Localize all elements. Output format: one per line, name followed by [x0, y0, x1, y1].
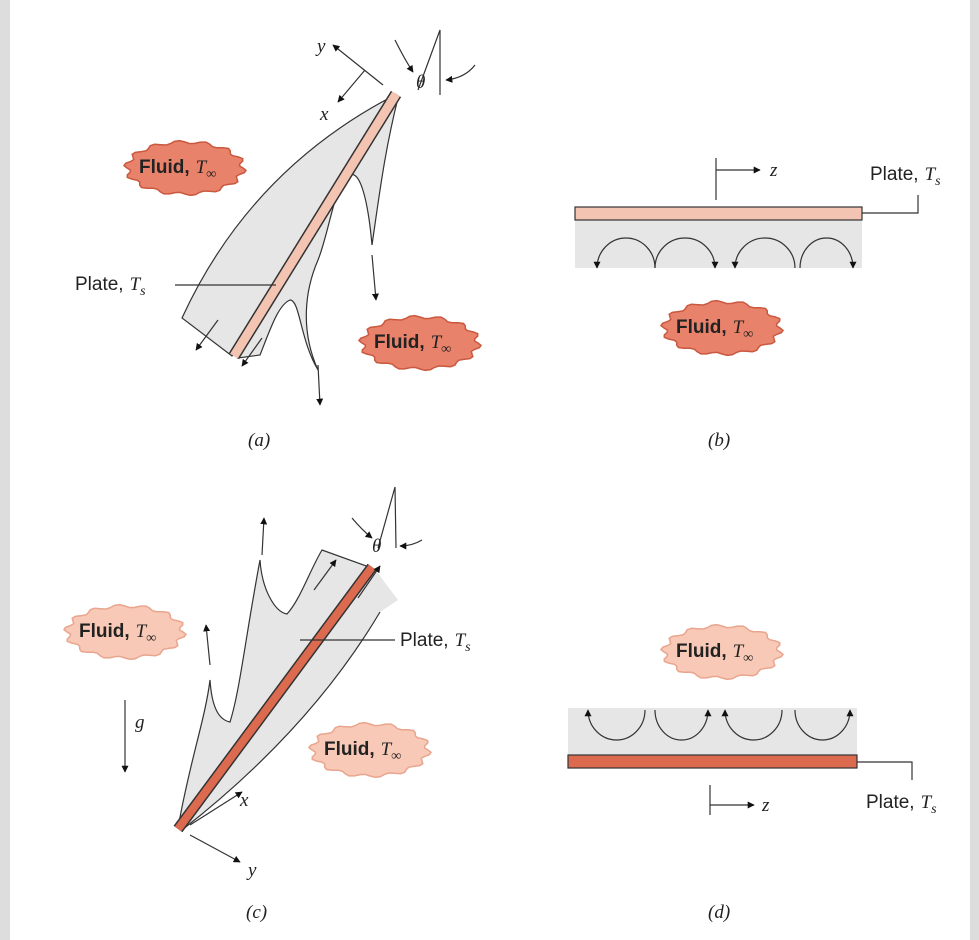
label-word: Plate, [75, 274, 124, 295]
label-subscript: s [931, 802, 937, 817]
label-word: Fluid, [324, 739, 375, 760]
caption: (d) [708, 902, 730, 923]
y-axis-label: y [246, 860, 257, 881]
label-word: Plate, [870, 164, 919, 185]
gravity-label: g [135, 712, 145, 733]
caption: (a) [248, 430, 270, 451]
caption: (b) [708, 430, 730, 451]
label-subscript: ∞ [441, 342, 451, 357]
label-word: Fluid, [374, 332, 425, 353]
label-word: Fluid, [676, 641, 727, 662]
label-subscript: ∞ [391, 749, 401, 764]
z-axis-label: z [761, 795, 770, 816]
angle-label: θ [372, 536, 381, 557]
label-subscript: ∞ [206, 167, 216, 182]
label-subscript: ∞ [743, 651, 753, 666]
label-subscript: ∞ [146, 631, 156, 646]
label-subscript: s [935, 174, 941, 189]
background [0, 0, 979, 940]
angle-label: θ [416, 72, 425, 93]
figure: y x θ (a) z (b) θ g x y (c) z (d) Fluid,… [0, 0, 979, 940]
right-border [970, 0, 979, 940]
z-axis-label: z [769, 160, 778, 181]
label-word: Plate, [866, 792, 915, 813]
y-axis-label: y [315, 36, 326, 57]
x-axis-label: x [239, 790, 249, 811]
x-axis-label: x [319, 104, 329, 125]
label-subscript: s [140, 284, 146, 299]
label-subscript: s [465, 640, 471, 655]
label-word: Fluid, [79, 621, 130, 642]
label-word: Plate, [400, 630, 449, 651]
label-word: Fluid, [676, 317, 727, 338]
left-border [0, 0, 10, 940]
boundary-layer [568, 708, 857, 755]
label-word: Fluid, [139, 157, 190, 178]
plate [568, 755, 857, 768]
caption: (c) [246, 902, 267, 923]
boundary-layer [575, 220, 862, 268]
plate [575, 207, 862, 220]
label-subscript: ∞ [743, 327, 753, 342]
